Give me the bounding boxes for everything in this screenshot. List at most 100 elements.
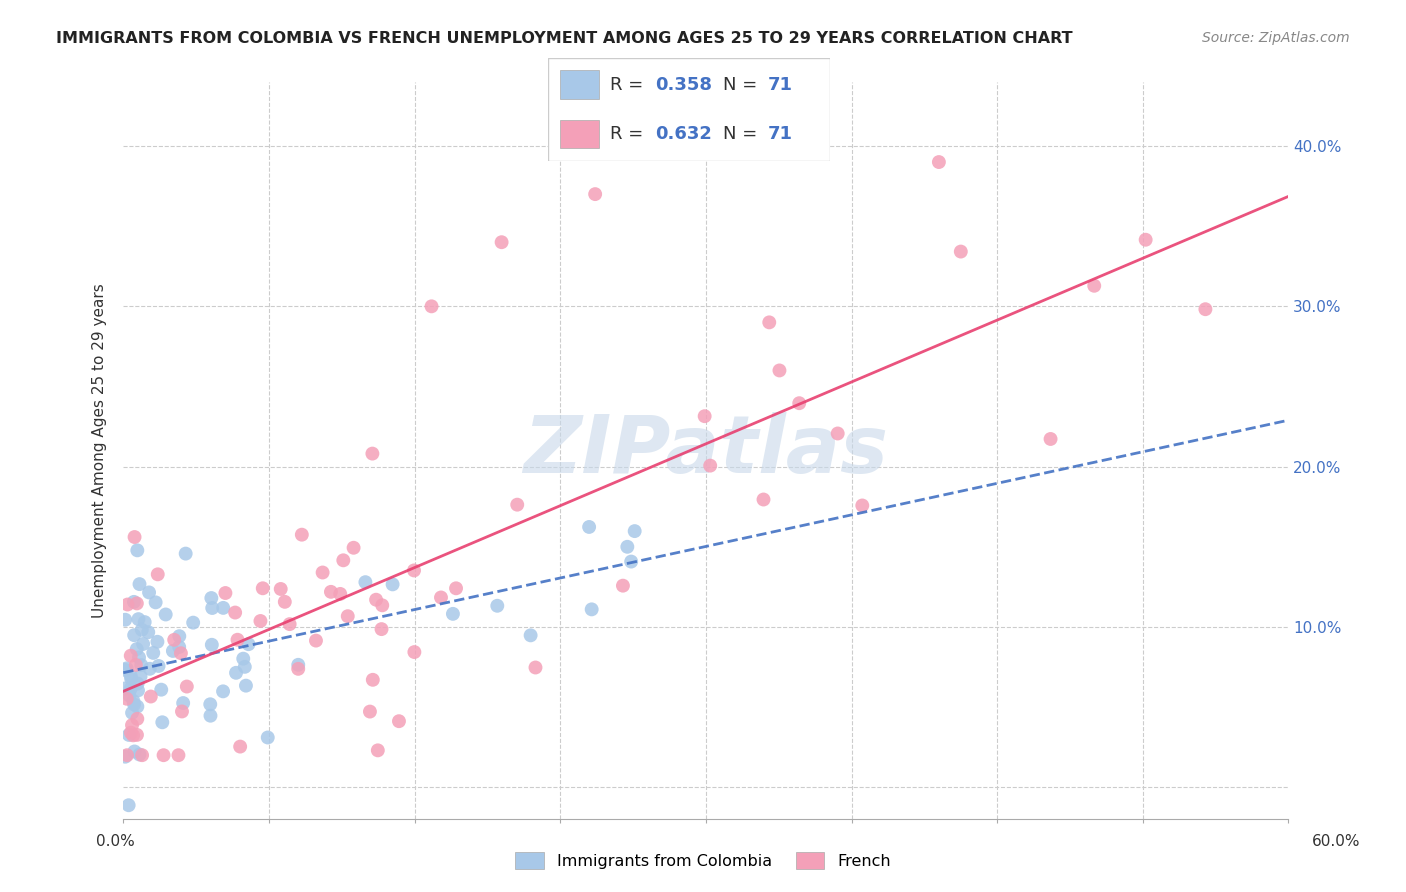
Point [121, 706, 143, 720]
Point [361, 447, 384, 461]
Point [336, 609, 359, 624]
Point [249, 614, 271, 628]
Point [174, 547, 197, 561]
Point [122, 628, 145, 642]
Point [125, 728, 148, 742]
Point [127, 699, 149, 714]
Text: ZIPatlas: ZIPatlas [523, 411, 889, 490]
Point [232, 651, 254, 665]
Point [404, 645, 426, 659]
Text: 60.0%: 60.0% [1312, 834, 1360, 848]
Point [752, 492, 775, 507]
Point [128, 747, 150, 762]
Point [305, 633, 328, 648]
Point [229, 739, 252, 754]
Point [162, 644, 184, 658]
Text: 71: 71 [768, 125, 793, 143]
Point [131, 658, 153, 673]
Point [212, 600, 235, 615]
Point [114, 681, 136, 696]
Point [235, 679, 257, 693]
Point [364, 592, 387, 607]
Point [370, 622, 392, 636]
Point [122, 595, 145, 609]
Point [612, 579, 634, 593]
Point [201, 638, 224, 652]
Point [200, 708, 222, 723]
Point [491, 235, 513, 250]
Point [117, 598, 139, 612]
Point [1135, 233, 1157, 247]
Point [167, 640, 190, 654]
Point [388, 714, 411, 729]
Point [134, 615, 156, 629]
Point [256, 731, 278, 745]
Point [127, 683, 149, 698]
Point [486, 599, 509, 613]
Point [128, 650, 150, 665]
Point [827, 426, 849, 441]
Point [519, 628, 541, 642]
Point [444, 582, 467, 596]
Point [155, 607, 177, 622]
Point [1083, 278, 1105, 293]
Point [620, 555, 643, 569]
Point [148, 659, 170, 673]
Point [441, 607, 464, 621]
Point [127, 712, 149, 726]
Text: R =: R = [610, 125, 650, 143]
Point [949, 244, 972, 259]
Point [118, 728, 141, 742]
FancyBboxPatch shape [548, 58, 830, 161]
Point [238, 637, 260, 651]
Point [278, 617, 301, 632]
Point [214, 586, 236, 600]
Text: N =: N = [723, 76, 762, 94]
Point [176, 680, 198, 694]
Point [150, 682, 173, 697]
Legend: Immigrants from Colombia, French: Immigrants from Colombia, French [508, 845, 898, 877]
Point [117, 798, 139, 813]
Point [139, 690, 162, 704]
Point [124, 744, 146, 758]
Y-axis label: Unemployment Among Ages 25 to 29 years: Unemployment Among Ages 25 to 29 years [93, 284, 107, 618]
Point [200, 698, 222, 712]
Point [127, 612, 149, 626]
Point [212, 684, 235, 698]
Point [225, 665, 247, 680]
Point [291, 527, 314, 541]
Point [169, 629, 191, 643]
Point [359, 705, 381, 719]
Point [616, 540, 638, 554]
Point [121, 718, 143, 732]
Point [167, 748, 190, 763]
Point [120, 681, 142, 696]
Point [124, 530, 146, 544]
Point [226, 632, 249, 647]
Point [128, 577, 150, 591]
Point [125, 596, 148, 610]
Point [332, 553, 354, 567]
Point [170, 646, 193, 660]
Point [152, 748, 174, 763]
Point [125, 642, 148, 657]
Point [233, 660, 256, 674]
Point [114, 749, 136, 764]
Point [581, 602, 603, 616]
Point [252, 582, 274, 596]
Point [928, 155, 950, 169]
Point [329, 587, 352, 601]
Point [361, 673, 384, 687]
Point [583, 187, 606, 202]
FancyBboxPatch shape [560, 70, 599, 99]
Point [768, 363, 790, 377]
Point [274, 595, 297, 609]
Point [122, 728, 145, 742]
Point [430, 591, 453, 605]
Point [506, 498, 529, 512]
Point [120, 725, 142, 739]
Text: 0.632: 0.632 [655, 125, 711, 143]
Point [270, 582, 292, 596]
Text: IMMIGRANTS FROM COLOMBIA VS FRENCH UNEMPLOYMENT AMONG AGES 25 TO 29 YEARS CORREL: IMMIGRANTS FROM COLOMBIA VS FRENCH UNEMP… [56, 31, 1073, 46]
Point [319, 584, 342, 599]
